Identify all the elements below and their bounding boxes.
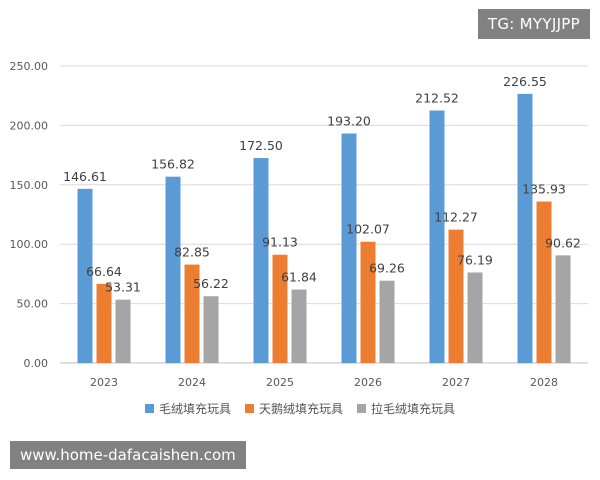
value-label: 61.84 [281,270,317,285]
value-label: 90.62 [545,235,581,250]
value-label: 66.64 [86,264,122,279]
x-tick-label: 2028 [530,376,558,389]
x-tick-label: 2026 [354,376,382,389]
value-label: 53.31 [105,280,141,295]
bar [291,289,307,363]
bar [272,254,288,363]
y-tick-label: 200.00 [10,119,49,132]
bar [165,176,181,363]
bar [555,255,571,363]
legend-swatch [357,404,366,413]
value-label: 146.61 [63,169,107,184]
bar [360,241,376,363]
legend-swatch [144,404,154,413]
legend-item: 拉毛绒填充玩具 [357,400,455,417]
value-label: 56.22 [193,276,229,291]
watermark-top: TG: MYYJJPP [477,9,590,39]
y-tick-label: 50.00 [17,298,49,311]
bar [379,280,395,363]
value-label: 172.50 [239,138,283,153]
legend-item: 毛绒填充玩具 [144,400,231,417]
value-label: 135.93 [522,182,566,197]
y-tick-label: 150.00 [10,179,49,192]
value-label: 226.55 [503,74,547,89]
bar [96,283,112,363]
watermark-bottom: www.home-dafacaishen.com [10,441,246,469]
value-label: 112.27 [434,210,478,225]
bar [184,264,200,363]
legend: 毛绒填充玩具 天鹅绒填充玩具 拉毛绒填充玩具 [0,400,600,417]
bar [536,201,552,363]
legend-label: 天鹅绒填充玩具 [258,402,343,416]
bar [253,158,269,363]
y-tick-label: 250.00 [10,60,49,73]
value-label: 102.07 [346,222,390,237]
y-axis-ticks: 0.00 50.00 100.00 150.00 200.00 250.00 [10,60,49,370]
gridlines [60,65,588,364]
value-label: 82.85 [174,245,210,260]
legend-swatch [244,404,254,413]
y-tick-label: 0.00 [24,357,49,370]
value-label: 156.82 [151,157,195,172]
value-label: 69.26 [369,261,405,276]
legend-label: 毛绒填充玩具 [158,402,231,416]
bar [115,299,131,363]
legend-label: 拉毛绒填充玩具 [371,402,456,416]
bar [467,272,483,363]
x-tick-label: 2023 [90,376,118,389]
x-tick-label: 2024 [178,376,206,389]
bar [341,133,357,363]
y-tick-label: 100.00 [10,238,49,251]
x-tick-label: 2025 [266,376,294,389]
bar [429,110,445,363]
bar [517,93,533,364]
legend-item: 天鹅绒填充玩具 [244,400,343,417]
value-label: 91.13 [262,235,298,250]
x-axis-ticks: 2023 2024 2025 2026 2027 2028 [90,376,558,389]
value-label: 193.20 [327,113,371,128]
bars [77,93,571,364]
x-tick-label: 2027 [442,376,470,389]
bar [77,188,93,363]
bar [203,296,219,363]
value-label: 212.52 [415,91,459,106]
bar [448,229,464,363]
value-label: 76.19 [457,252,493,267]
